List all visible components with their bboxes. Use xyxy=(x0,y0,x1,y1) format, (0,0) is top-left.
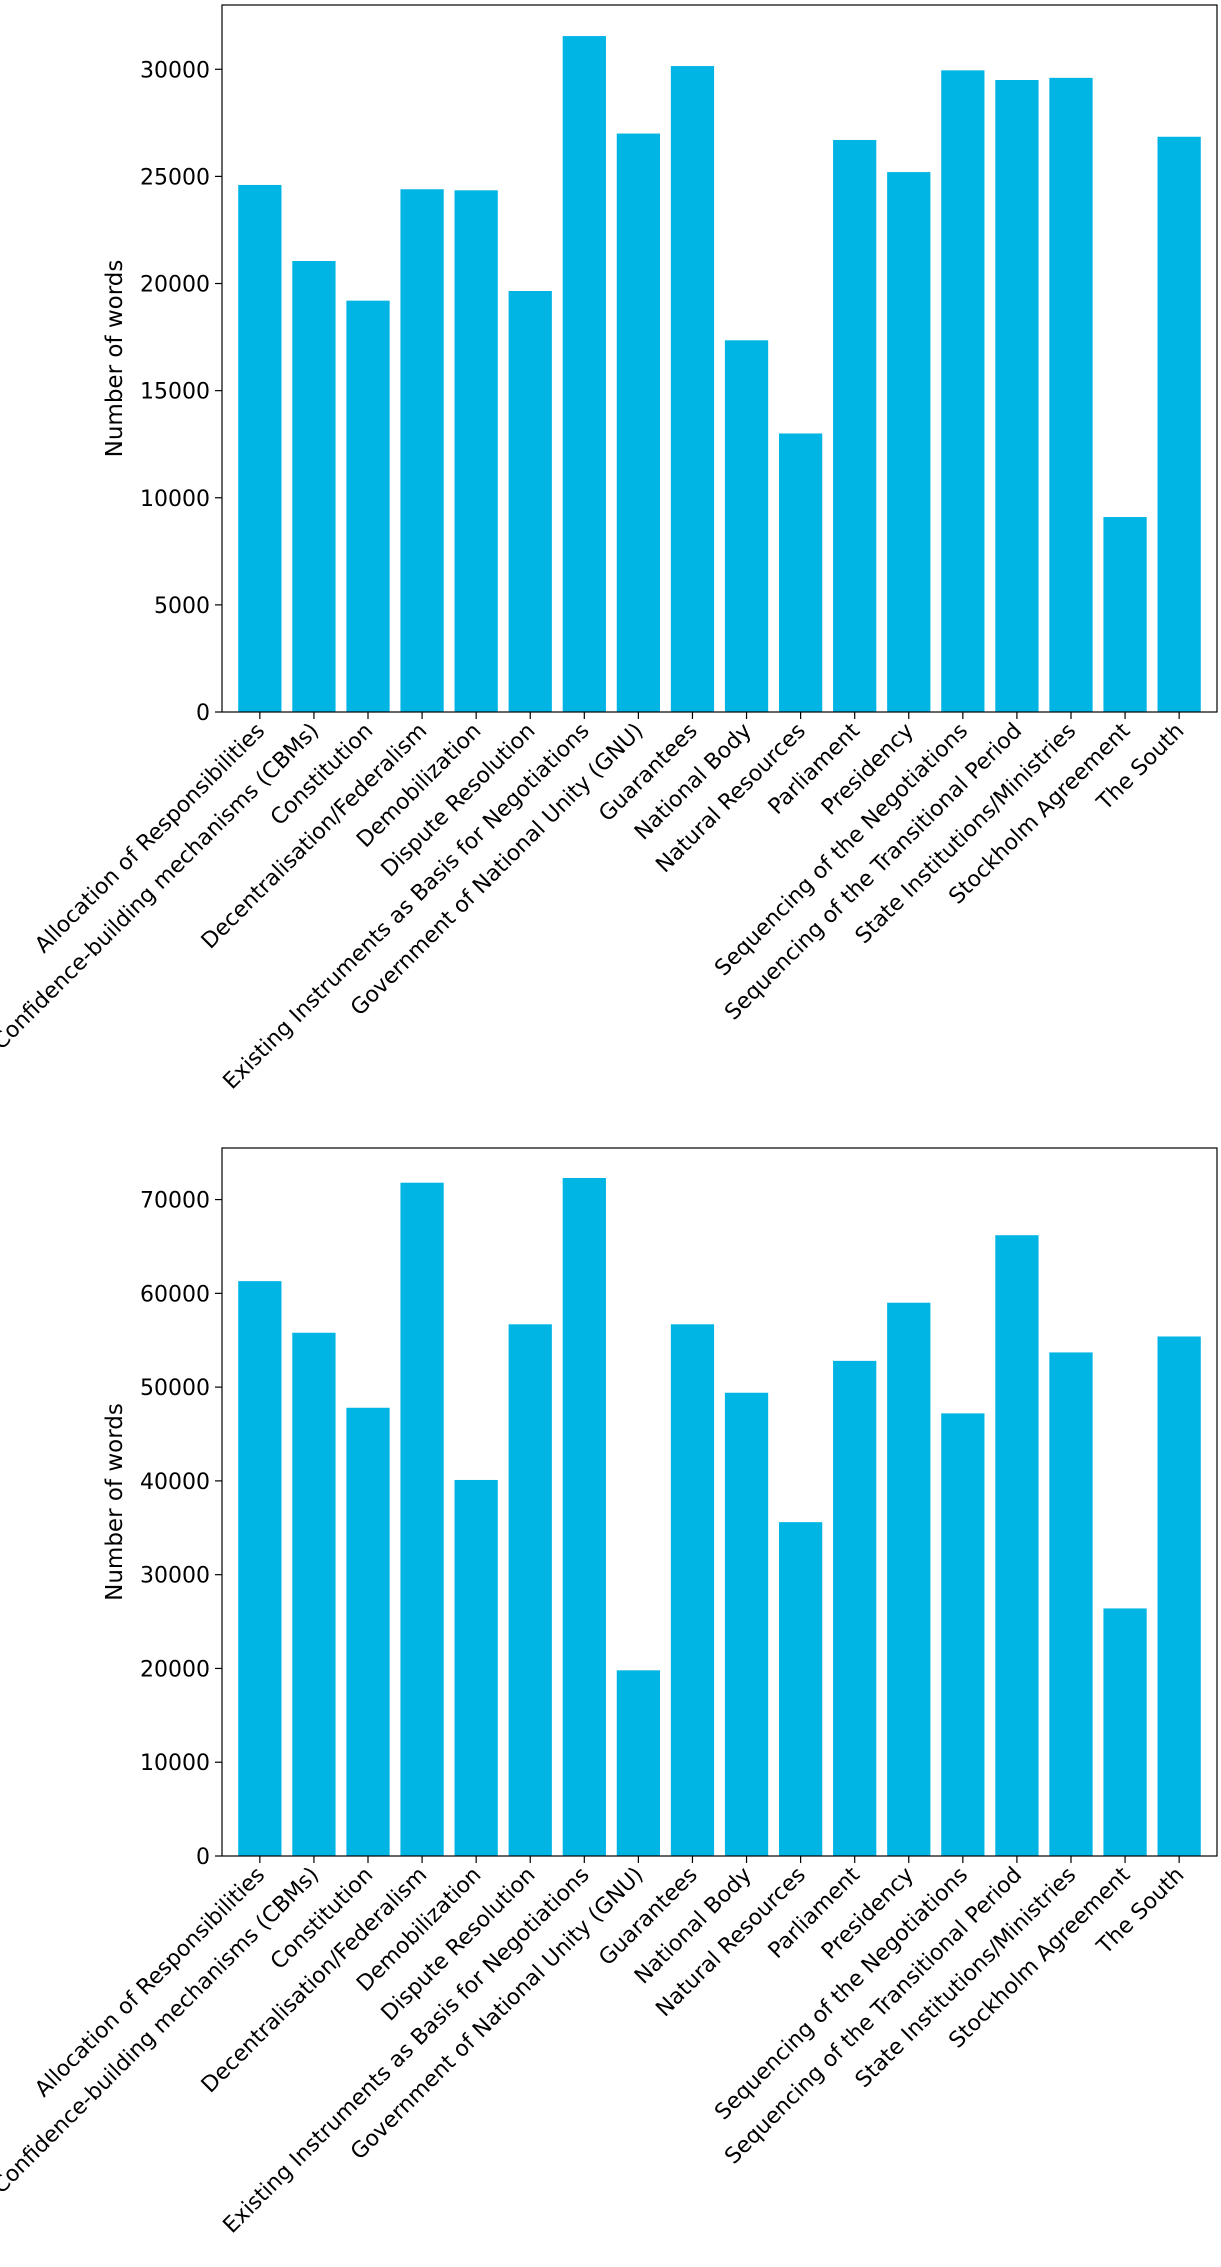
bar-13 xyxy=(887,1302,931,1856)
bar-11 xyxy=(778,433,823,712)
bar-15 xyxy=(995,79,1039,713)
plot-frame xyxy=(221,1147,1218,1857)
plot-frame xyxy=(221,4,1218,713)
x-axis: Allocation of ResponsibilitiesConfidence… xyxy=(0,712,1189,1095)
y-axis: 0 5000 10000 15000 20000 25000 30000 xyxy=(140,58,222,726)
y-tick-label-4: 20000 xyxy=(140,273,210,298)
bar-9 xyxy=(670,1324,715,1856)
bar-7 xyxy=(562,36,606,712)
bar-16 xyxy=(1049,1352,1093,1856)
bar-17 xyxy=(1103,517,1147,712)
y-tick-label-0: 0 xyxy=(196,1845,210,1870)
y-axis-title: Number of words xyxy=(102,1403,128,1601)
bar-chart-1: 0 5000 10000 15000 20000 25000 30000 Allocation… xyxy=(0,4,1218,1095)
bar-18 xyxy=(1157,136,1201,712)
bar-4 xyxy=(400,189,444,712)
y-tick-label-7: 70000 xyxy=(140,1189,210,1214)
bar-5 xyxy=(454,190,498,712)
bar-18 xyxy=(1157,1336,1201,1856)
bar-chart-2: 0 10000 20000 30000 40000 50000 60000 70000 Allo… xyxy=(0,1147,1218,2239)
bar-15 xyxy=(995,1235,1039,1856)
y-tick-label-2: 20000 xyxy=(140,1657,210,1682)
bar-2 xyxy=(292,1332,336,1856)
bar-10 xyxy=(724,340,769,712)
bar-13 xyxy=(887,172,931,713)
bars xyxy=(238,36,1201,713)
y-axis: 0 10000 20000 30000 40000 50000 60000 70000 xyxy=(140,1189,222,1870)
y-tick-label-1: 10000 xyxy=(140,1751,210,1776)
bar-10 xyxy=(724,1392,769,1856)
bar-3 xyxy=(346,300,390,712)
y-axis-title: Number of words xyxy=(102,260,128,458)
y-tick-label-5: 50000 xyxy=(140,1376,210,1401)
bar-12 xyxy=(833,1360,877,1856)
bar-6 xyxy=(508,291,552,712)
y-tick-label-3: 15000 xyxy=(140,380,210,405)
bar-8 xyxy=(616,133,661,713)
bar-1 xyxy=(238,184,282,712)
y-tick-label-1: 5000 xyxy=(154,594,210,619)
y-tick-label-2: 10000 xyxy=(140,487,210,512)
bar-11 xyxy=(778,1522,823,1856)
y-tick-label-6: 30000 xyxy=(140,58,210,83)
bar-17 xyxy=(1103,1608,1147,1856)
bar-8 xyxy=(616,1670,661,1856)
bar-3 xyxy=(346,1407,390,1856)
x-axis: Allocation of ResponsibilitiesConfidence… xyxy=(0,1856,1189,2239)
y-tick-label-6: 60000 xyxy=(140,1282,210,1307)
bar-5 xyxy=(454,1479,498,1856)
y-tick-label-5: 25000 xyxy=(140,165,210,190)
bar-1 xyxy=(238,1281,282,1856)
bar-6 xyxy=(508,1324,552,1856)
bars xyxy=(238,1178,1201,1856)
bar-14 xyxy=(941,1413,985,1856)
bar-4 xyxy=(400,1182,444,1856)
y-tick-label-4: 40000 xyxy=(140,1470,210,1495)
y-tick-label-0: 0 xyxy=(196,701,210,726)
bar-14 xyxy=(941,70,985,713)
bar-16 xyxy=(1049,77,1093,713)
y-tick-label-3: 30000 xyxy=(140,1564,210,1589)
bar-7 xyxy=(562,1178,606,1856)
bar-12 xyxy=(833,139,877,713)
bar-9 xyxy=(670,66,715,712)
bar-2 xyxy=(292,261,336,712)
